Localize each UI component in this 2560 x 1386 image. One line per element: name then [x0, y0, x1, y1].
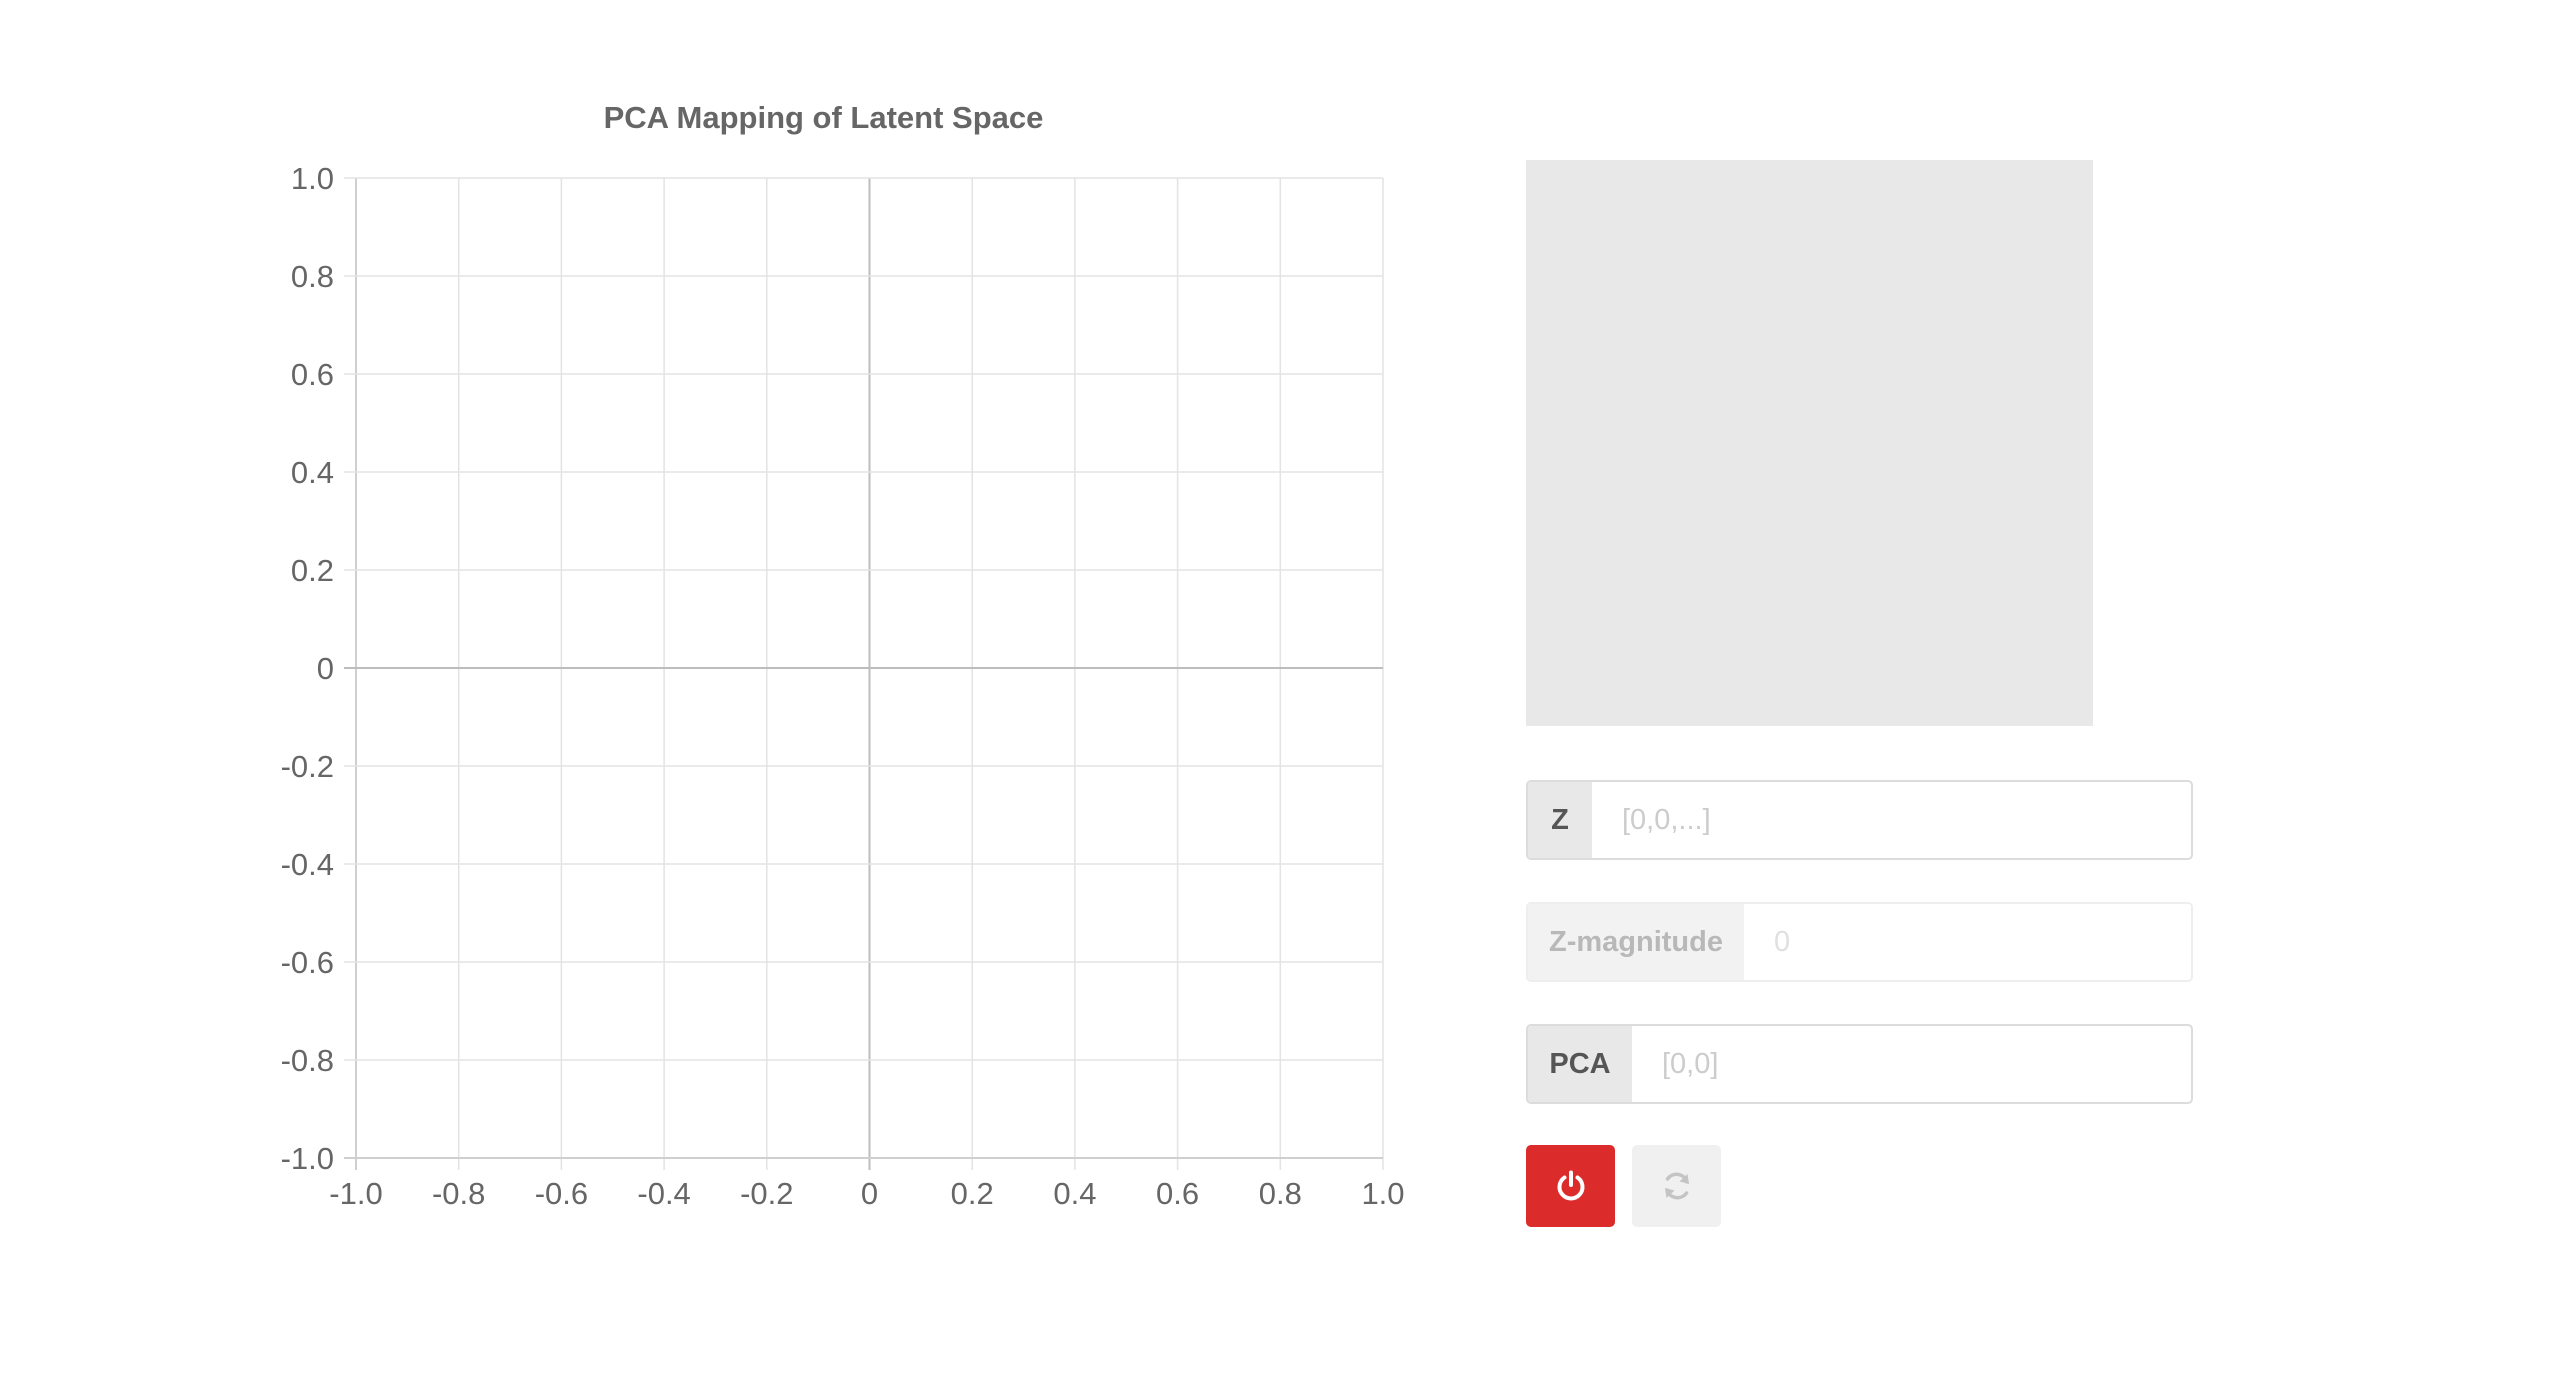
- x-tick-label: -0.4: [637, 1176, 690, 1211]
- y-tick-label: 0.4: [291, 455, 334, 490]
- x-tick-label: 0.2: [951, 1176, 994, 1211]
- pca-chart[interactable]: PCA Mapping of Latent Space -1.0 -0.8 -0.6…: [240, 80, 1420, 1230]
- z-magnitude-input: [1744, 904, 2191, 980]
- y-tick-label: 0.6: [291, 357, 334, 392]
- z-input-group: Z: [1526, 780, 2193, 860]
- grid-lines: [344, 177, 1384, 1170]
- x-tick-label: -0.2: [740, 1176, 793, 1211]
- pca-label: PCA: [1528, 1026, 1632, 1102]
- y-tick-label: 0: [317, 651, 334, 686]
- y-tick-label: -0.4: [281, 847, 334, 882]
- power-button[interactable]: [1526, 1145, 1615, 1227]
- refresh-button[interactable]: [1632, 1145, 1721, 1227]
- z-magnitude-label: Z-magnitude: [1528, 904, 1744, 980]
- y-tick-label: 0.2: [291, 553, 334, 588]
- tick-labels: -1.0 -0.8 -0.6 -0.4 -0.2 0 0.2 0.4 0.6 0.8 1.0 1.0 0…: [281, 161, 1405, 1211]
- x-tick-label: 0.8: [1259, 1176, 1302, 1211]
- generated-image-preview: [1526, 160, 2093, 726]
- y-tick-label: -0.2: [281, 749, 334, 784]
- chart-title: PCA Mapping of Latent Space: [604, 100, 1044, 135]
- y-tick-label: -0.8: [281, 1043, 334, 1078]
- y-tick-label: -0.6: [281, 945, 334, 980]
- x-tick-label: -1.0: [329, 1176, 382, 1211]
- pca-input-group: PCA: [1526, 1024, 2193, 1104]
- pca-scatter-plot[interactable]: PCA Mapping of Latent Space -1.0 -0.8 -0.6…: [240, 80, 1420, 1230]
- x-tick-label: 1.0: [1361, 1176, 1404, 1211]
- x-tick-label: 0.4: [1053, 1176, 1096, 1211]
- z-magnitude-input-group: Z-magnitude: [1526, 902, 2193, 982]
- x-tick-label: 0.6: [1156, 1176, 1199, 1211]
- refresh-icon: [1664, 1172, 1689, 1200]
- x-tick-label: 0: [861, 1176, 878, 1211]
- x-tick-label: -0.6: [535, 1176, 588, 1211]
- y-tick-label: 1.0: [291, 161, 334, 196]
- power-icon: [1557, 1170, 1584, 1201]
- x-tick-label: -0.8: [432, 1176, 485, 1211]
- z-vector-input[interactable]: [1592, 782, 2191, 858]
- pca-input[interactable]: [1632, 1026, 2191, 1102]
- z-label: Z: [1528, 782, 1592, 858]
- y-tick-label: -1.0: [281, 1141, 334, 1176]
- y-tick-label: 0.8: [291, 259, 334, 294]
